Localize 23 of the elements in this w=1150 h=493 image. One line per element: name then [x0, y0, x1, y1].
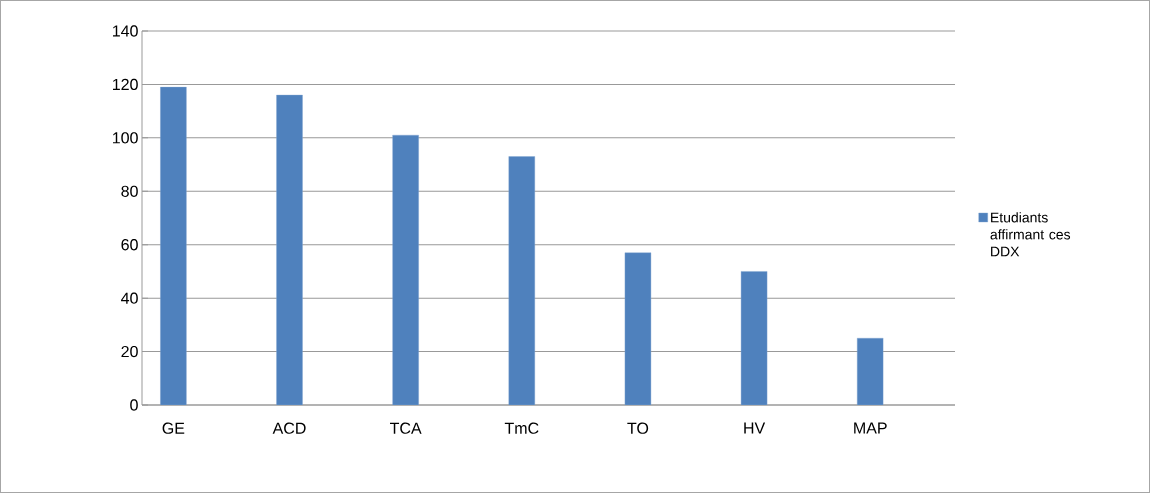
x-tick-label: ACD [272, 422, 306, 434]
x-tick-label: TCA [390, 422, 422, 434]
y-tick-label: 80 [121, 185, 138, 197]
bar [392, 134, 419, 405]
bar [857, 338, 884, 405]
x-tick-label: TO [627, 422, 649, 434]
y-tick-label: 100 [113, 132, 138, 144]
y-tick-label: 140 [113, 25, 138, 37]
legend-label: Etudiants affirmant ces DDX [990, 212, 1071, 257]
y-tick-label: 60 [121, 239, 138, 251]
y-tick-label: 0 [130, 399, 138, 411]
bar [508, 156, 535, 405]
y-tick-label: 120 [113, 78, 138, 91]
y-tick-label: 40 [121, 292, 138, 304]
x-tick-label: GE [162, 422, 185, 434]
y-tick-label: 20 [121, 345, 138, 358]
bar [276, 94, 303, 405]
bar [624, 252, 652, 405]
bar [740, 271, 768, 405]
x-tick-label: MAP [854, 422, 887, 434]
x-tick-label: HV [744, 422, 766, 434]
bar [160, 86, 187, 405]
x-tick-label: TmC [504, 422, 539, 434]
